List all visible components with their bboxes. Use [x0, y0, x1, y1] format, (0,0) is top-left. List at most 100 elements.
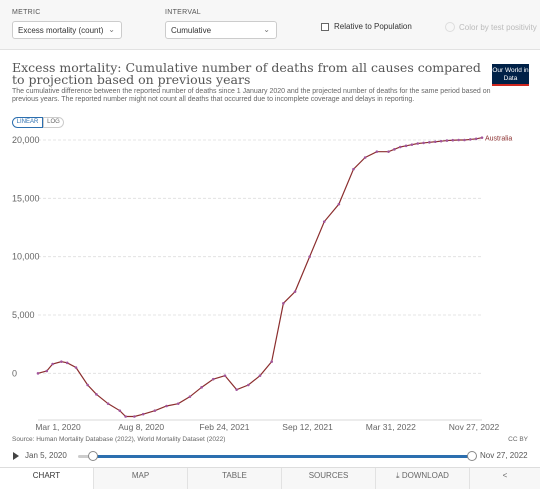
- chevron-down-icon: ⌄: [263, 25, 270, 34]
- logo-text: Our World in Data: [492, 67, 529, 82]
- data-point: [200, 386, 203, 389]
- chart-grid: [38, 139, 482, 421]
- timeline-start-handle[interactable]: [88, 451, 98, 461]
- timeline-track[interactable]: [93, 455, 472, 458]
- chart-subtitle: The cumulative difference between the re…: [12, 88, 491, 103]
- x-tick-label: Nov 27, 2022: [449, 422, 500, 432]
- controls-bar: METRIC Excess mortality (count) ⌄ INTERV…: [0, 0, 540, 50]
- relative-to-population-checkbox[interactable]: Relative to Population: [321, 22, 412, 31]
- toggle-icon: [445, 22, 455, 32]
- data-point: [282, 302, 285, 305]
- license-text: CC BY: [508, 436, 528, 443]
- data-point: [45, 369, 49, 373]
- data-point: [51, 362, 54, 366]
- series-label-australia: Australia: [485, 136, 512, 143]
- timeline-track-inactive: [78, 455, 93, 458]
- data-point: [124, 415, 127, 418]
- color-by-positivity-label: Color by test positivity: [459, 22, 537, 32]
- data-point: [322, 220, 326, 223]
- interval-label: INTERVAL: [165, 9, 201, 16]
- owid-logo[interactable]: Our World in Data: [492, 64, 529, 86]
- linear-scale-button[interactable]: LINEAR: [12, 117, 43, 128]
- metric-select[interactable]: Excess mortality (count) ⌄: [12, 21, 122, 39]
- x-tick-label: Aug 8, 2020: [118, 422, 164, 432]
- y-tick-label: 20,000: [12, 135, 40, 145]
- checkbox-box: [321, 22, 329, 31]
- data-point: [211, 377, 215, 381]
- data-point: [118, 409, 122, 412]
- data-point: [176, 402, 180, 405]
- data-point: [469, 138, 472, 141]
- data-point: [439, 139, 443, 143]
- data-point: [36, 372, 40, 375]
- data-point: [422, 141, 425, 145]
- tab-sources[interactable]: SOURCES: [282, 468, 376, 489]
- data-point: [404, 144, 408, 148]
- share-icon: <: [502, 471, 508, 480]
- data-point: [235, 388, 238, 391]
- data-point: [398, 145, 402, 149]
- data-point: [387, 150, 390, 153]
- data-point: [188, 395, 192, 398]
- x-tick-label: Mar 1, 2020: [35, 422, 81, 432]
- timeline-start-label: Jan 5, 2020: [25, 451, 67, 460]
- data-point: [451, 138, 455, 142]
- play-icon[interactable]: [13, 452, 19, 460]
- x-tick-label: Mar 31, 2022: [366, 422, 416, 432]
- data-point: [247, 383, 250, 387]
- data-point: [293, 290, 297, 293]
- data-point: [428, 141, 431, 144]
- data-point: [393, 148, 396, 151]
- y-axis: 0 5,000 10,000 15,000 20,000: [12, 135, 40, 378]
- data-point: [270, 360, 273, 363]
- data-point: [445, 139, 449, 142]
- data-point: [410, 143, 414, 146]
- metric-value: Excess mortality (count): [18, 26, 104, 35]
- data-point: [337, 202, 341, 206]
- metric-label: METRIC: [12, 9, 41, 16]
- color-by-positivity-toggle[interactable]: Color by test positivity: [445, 22, 537, 32]
- log-scale-button[interactable]: LOG: [43, 117, 64, 128]
- timeline-end-handle[interactable]: [467, 451, 477, 461]
- tab-map[interactable]: MAP: [94, 468, 188, 489]
- data-point: [363, 156, 367, 159]
- share-button[interactable]: <: [470, 468, 540, 489]
- data-point: [60, 360, 63, 363]
- timeline-end-label: Nov 27, 2022: [480, 451, 528, 460]
- data-point: [74, 366, 78, 369]
- data-point: [258, 374, 262, 377]
- series-layer: Australia: [36, 136, 512, 418]
- data-point: [480, 136, 484, 139]
- data-point: [223, 374, 227, 377]
- interval-select[interactable]: Cumulative ⌄: [165, 21, 277, 39]
- relative-to-population-label: Relative to Population: [334, 22, 412, 31]
- data-point: [308, 255, 311, 258]
- tab-chart[interactable]: CHART: [0, 468, 94, 489]
- x-tick-label: Sep 12, 2021: [282, 422, 333, 432]
- data-point: [65, 361, 69, 365]
- source-text: Source: Human Mortality Database (2022),…: [12, 436, 226, 443]
- line-chart: 0 5,000 10,000 15,000 20,000 Mar 1, 2020 Aug …: [12, 135, 512, 432]
- tab-download-label: DOWNLOAD: [401, 471, 449, 480]
- chart-title: Excess mortality: Cumulative number of d…: [12, 60, 481, 87]
- chevron-down-icon: ⌄: [108, 25, 115, 34]
- y-tick-label: 0: [12, 368, 17, 378]
- data-point: [463, 138, 466, 142]
- data-point: [375, 150, 379, 153]
- data-point: [457, 138, 460, 142]
- x-tick-label: Feb 24, 2021: [199, 422, 249, 432]
- tab-table[interactable]: TABLE: [188, 468, 282, 489]
- data-point: [95, 393, 98, 396]
- data-point: [165, 404, 168, 408]
- tab-download[interactable]: ⤓ DOWNLOAD: [376, 468, 470, 489]
- data-point: [106, 402, 110, 405]
- data-point: [141, 412, 145, 416]
- data-point: [133, 415, 136, 418]
- timeline: Jan 5, 2020 Nov 27, 2022: [0, 447, 540, 465]
- y-tick-label: 15,000: [12, 193, 40, 203]
- y-tick-label: 5,000: [12, 310, 35, 320]
- data-point: [416, 142, 420, 145]
- y-tick-label: 10,000: [12, 252, 40, 262]
- data-point: [153, 409, 157, 412]
- data-point: [352, 167, 355, 171]
